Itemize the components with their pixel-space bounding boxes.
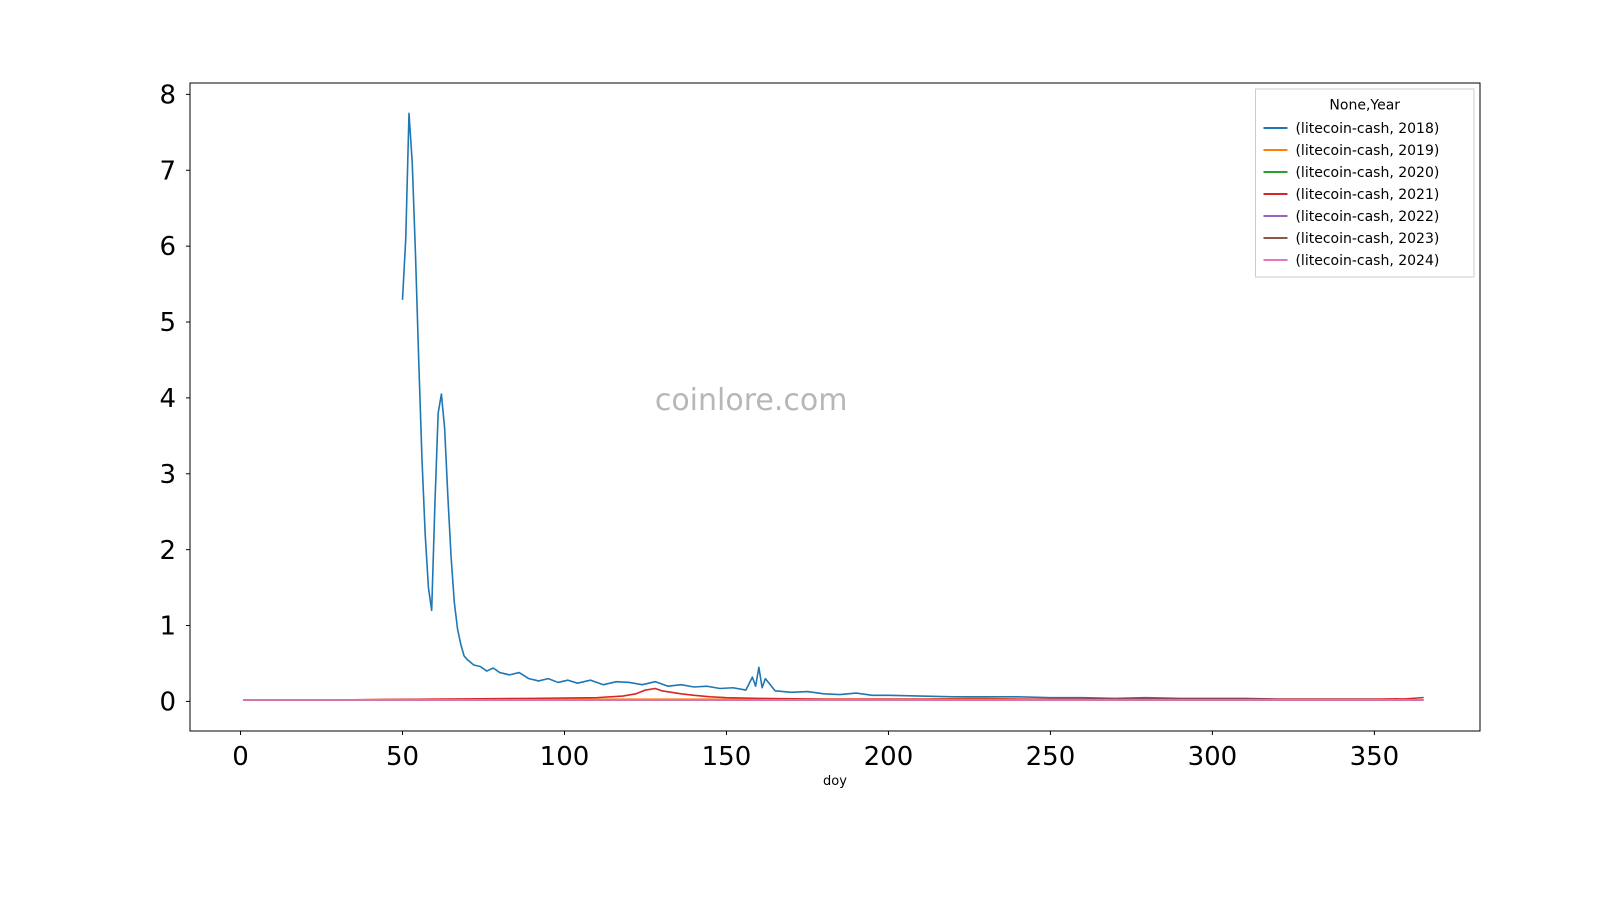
x-axis-ticks: 0 50 100 150 200 250 300 350 [232,731,1399,772]
y-tick-label: 6 [159,232,176,262]
x-tick-label: 200 [864,742,914,772]
line-chart: 0 50 100 150 200 250 300 350 0 1 2 3 4 5 6 7 8 coinlore… [0,0,1600,900]
y-tick-label: 2 [159,536,176,566]
watermark-text: coinlore.com [655,383,848,418]
x-tick-label: 250 [1026,742,1076,772]
legend-title: None,Year [1329,98,1400,114]
y-tick-label: 0 [159,688,176,718]
x-tick-label: 300 [1188,742,1238,772]
legend-label: (litecoin-cash, 2018) [1295,121,1439,137]
legend-label: (litecoin-cash, 2019) [1295,143,1439,159]
x-tick-label: 0 [232,742,249,772]
y-tick-label: 3 [159,460,176,490]
legend-box [1255,89,1474,277]
y-tick-label: 7 [159,156,176,186]
chart-container: 0 50 100 150 200 250 300 350 0 1 2 3 4 5 6 7 8 coinlore… [0,0,1600,900]
legend: None,Year (litecoin-cash, 2018) (litecoin-… [1255,89,1474,277]
y-tick-label: 8 [159,80,176,110]
x-tick-label: 350 [1350,742,1400,772]
x-tick-label: 150 [702,742,752,772]
y-tick-label: 5 [159,308,176,338]
legend-label: (litecoin-cash, 2022) [1295,209,1439,225]
x-tick-label: 100 [540,742,590,772]
legend-label: (litecoin-cash, 2021) [1295,187,1439,203]
legend-label: (litecoin-cash, 2024) [1295,253,1439,269]
y-tick-label: 4 [159,384,176,414]
legend-label: (litecoin-cash, 2023) [1295,231,1439,247]
legend-label: (litecoin-cash, 2020) [1295,165,1439,181]
x-axis-label: doy [823,774,847,789]
y-axis-ticks: 0 1 2 3 4 5 6 7 8 [159,80,190,717]
x-tick-label: 50 [386,742,419,772]
y-tick-label: 1 [159,612,176,642]
